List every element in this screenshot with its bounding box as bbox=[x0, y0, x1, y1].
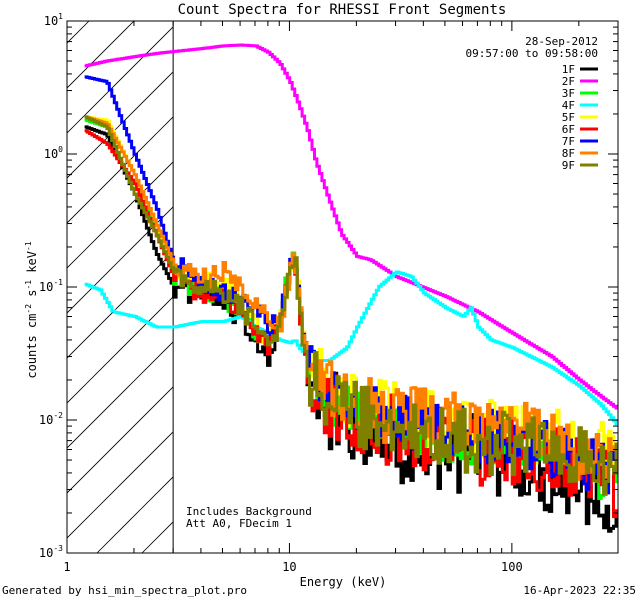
x-tick-label: 1 bbox=[63, 560, 70, 574]
annotation-attenuator: Att A0, FDecim 1 bbox=[186, 517, 292, 530]
hatch-line bbox=[67, 251, 174, 359]
svg-text:counts cm-2 s-1 keV-1: counts cm-2 s-1 keV-1 bbox=[24, 241, 39, 378]
hatch-line bbox=[67, 431, 174, 539]
series-line-9F bbox=[84, 115, 618, 496]
time-range-label: 09:57:00 to 09:58:00 bbox=[466, 47, 598, 60]
series-layer bbox=[84, 43, 618, 533]
annotation-background: Includes Background bbox=[186, 505, 312, 518]
series-line-4F bbox=[84, 270, 618, 426]
series-line-6F bbox=[84, 129, 618, 519]
hatch-line bbox=[67, 386, 174, 494]
footer-generated-by: Generated by hsi_min_spectra_plot.pro bbox=[2, 584, 248, 597]
footer-timestamp: 16-Apr-2023 22:35 bbox=[523, 584, 636, 597]
hatch-line bbox=[0, 21, 44, 553]
x-tick-label: 100 bbox=[501, 560, 523, 574]
legend-label-8F: 8F bbox=[562, 147, 575, 160]
legend-label-9F: 9F bbox=[562, 159, 575, 172]
y-tick-label: 10-2 bbox=[39, 411, 63, 427]
series-line-1F bbox=[84, 125, 618, 533]
series-line-2F bbox=[84, 43, 618, 410]
y-tick-label: 10-1 bbox=[39, 278, 63, 294]
hatch-line bbox=[67, 71, 174, 179]
legend-label-2F: 2F bbox=[562, 75, 575, 88]
legend-label-1F: 1F bbox=[562, 63, 575, 76]
x-axis-label: Energy (keV) bbox=[300, 575, 387, 589]
date-label: 28-Sep-2012 bbox=[525, 35, 598, 48]
legend-label-6F: 6F bbox=[562, 123, 575, 136]
legend-label-3F: 3F bbox=[562, 87, 575, 100]
y-tick-label: 101 bbox=[44, 12, 63, 28]
hatch-line bbox=[67, 26, 174, 134]
chart-title: Count Spectra for RHESSI Front Segments bbox=[178, 2, 507, 18]
legend-label-4F: 4F bbox=[562, 99, 575, 112]
axes: 1 10 100 10-3 10-2 10-1 100 101 bbox=[39, 12, 619, 574]
legend-label-7F: 7F bbox=[562, 135, 575, 148]
x-tick-label: 10 bbox=[282, 560, 296, 574]
y-tick-label: 100 bbox=[44, 145, 63, 161]
legend-label-5F: 5F bbox=[562, 111, 575, 124]
y-tick-label: 10-3 bbox=[39, 544, 63, 560]
y-axis-label: counts cm-2 s-1 keV-1 bbox=[24, 241, 39, 378]
